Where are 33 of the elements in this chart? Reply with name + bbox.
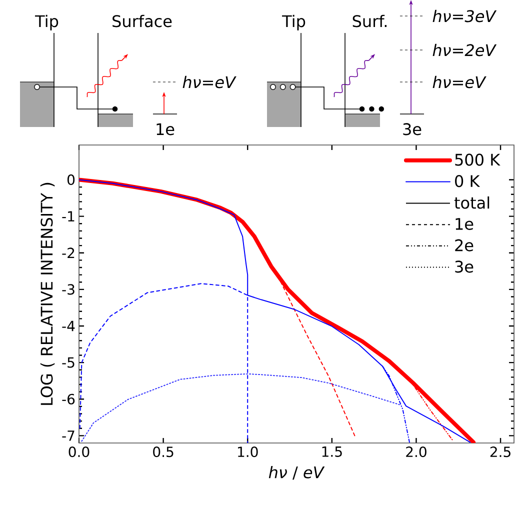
x-tick-label: 2.0 xyxy=(406,446,426,458)
y-tick-label: -7 xyxy=(62,430,74,441)
x-tick-label: 0.5 xyxy=(153,446,174,458)
annotation: 1e xyxy=(456,218,474,230)
x-axis-title: hν / eV xyxy=(268,466,325,480)
y-tick-label: 0 xyxy=(67,174,75,186)
y-tick-label: -4 xyxy=(62,320,75,332)
text: Tip xyxy=(35,14,58,30)
text: 3e xyxy=(403,123,422,136)
y-axis-title: LOG ( RELATIVE INTENSITY ) xyxy=(40,182,55,405)
text: Tip xyxy=(282,14,306,30)
annotation: 2e xyxy=(455,239,474,252)
y-tick-label: -1 xyxy=(62,211,74,222)
text: 1e xyxy=(156,123,174,136)
legend-label: 0 K xyxy=(455,175,480,188)
text: hν=eV xyxy=(432,76,486,88)
y-tick-label: -6 xyxy=(62,394,75,404)
y-tick-label: -5 xyxy=(62,357,74,368)
y-tick-label: -3 xyxy=(62,284,74,295)
x-tick-label: 2.5 xyxy=(490,446,510,458)
text: hν=2eV xyxy=(432,44,497,56)
x-tick-label: 0.0 xyxy=(68,446,90,458)
text: hν=3eV xyxy=(432,10,497,22)
x-tick-label: 1.5 xyxy=(322,446,342,457)
text: hν=eV xyxy=(182,76,236,88)
text: Surface xyxy=(112,14,172,28)
annotation: total xyxy=(454,196,490,209)
y-tick-label: -2 xyxy=(62,248,74,258)
line-series xyxy=(81,373,400,442)
legend-label: 500 K xyxy=(455,154,500,166)
x-tick-label: 1.0 xyxy=(238,446,258,458)
annotation: 3e xyxy=(455,260,474,273)
text: Surf. xyxy=(352,14,387,28)
